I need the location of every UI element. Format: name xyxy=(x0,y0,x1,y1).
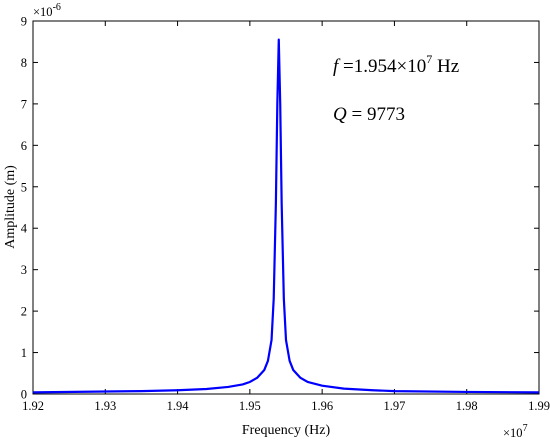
annotation-q-factor: Q = 9773 xyxy=(333,104,405,125)
annotation-frequency: f =1.954×107 Hz xyxy=(333,52,459,77)
y-tick-label: 4 xyxy=(21,222,28,236)
y-tick-labels: 0 1 2 3 4 5 6 7 8 9 xyxy=(21,15,28,402)
y-tick-label: 8 xyxy=(21,56,27,70)
y-tick-label: 5 xyxy=(21,180,27,194)
annotation-frequency-value: =1.954×10 xyxy=(338,56,426,77)
x-multiplier-label: ×107 xyxy=(503,423,528,440)
y-tick-label: 3 xyxy=(21,263,27,277)
x-tick-label: 1.99 xyxy=(528,399,550,413)
x-multiplier-exp: 7 xyxy=(523,423,528,434)
y-tick-label: 2 xyxy=(21,305,27,319)
y-tick-label: 0 xyxy=(21,388,27,402)
y-tick-label: 6 xyxy=(21,139,27,153)
x-axis-label: Frequency (Hz) xyxy=(242,423,331,438)
annotation-frequency-symbol: f xyxy=(333,56,341,77)
y-multiplier-exp: -6 xyxy=(53,2,61,13)
annotation-q-value: = 9773 xyxy=(347,104,405,125)
x-tick-labels: 1.92 1.93 1.94 1.95 1.96 1.97 1.98 1.99 xyxy=(22,399,550,413)
x-tick-label: 1.97 xyxy=(383,399,405,413)
x-tick-label: 1.95 xyxy=(239,399,261,413)
y-tick-label: 9 xyxy=(21,15,27,29)
y-multiplier-label: ×10-6 xyxy=(33,2,61,19)
series-line-amplitude xyxy=(32,38,540,394)
x-tick-label: 1.94 xyxy=(167,399,190,413)
y-multiplier-base: ×10 xyxy=(33,5,53,19)
x-tick-label: 1.96 xyxy=(311,399,333,413)
y-axis-label: Amplitude (m) xyxy=(3,165,18,249)
annotation-frequency-exp: 7 xyxy=(426,52,432,66)
annotation-q-symbol: Q xyxy=(333,104,347,125)
x-tick-label: 1.92 xyxy=(22,399,44,413)
x-tick-label: 1.93 xyxy=(94,399,116,413)
annotation-frequency-unit: Hz xyxy=(432,56,459,77)
x-tick-label: 1.98 xyxy=(456,399,478,413)
x-multiplier-base: ×10 xyxy=(503,426,523,440)
y-tick-label: 7 xyxy=(21,97,27,111)
y-tick-label: 1 xyxy=(21,346,27,360)
